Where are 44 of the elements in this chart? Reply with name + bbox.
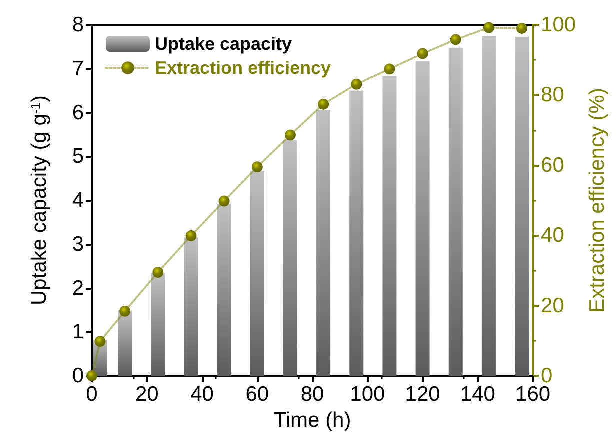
bar bbox=[515, 36, 530, 376]
y-tick-label: 2 bbox=[72, 276, 84, 300]
point bbox=[483, 22, 494, 34]
bar bbox=[482, 36, 496, 376]
y-tick-label: 5 bbox=[72, 145, 84, 168]
y-tick-label: 7 bbox=[72, 57, 84, 80]
y-tick-label: 1 bbox=[72, 320, 84, 344]
y2-tick-label: 100 bbox=[541, 14, 576, 36]
x-tick-label: 80 bbox=[300, 383, 324, 406]
point bbox=[186, 230, 197, 242]
x-tick-label: 120 bbox=[405, 383, 440, 406]
point bbox=[152, 266, 164, 278]
point bbox=[417, 48, 428, 60]
y2-axis-title: Extraction efficiency (%) bbox=[586, 88, 609, 313]
y-tick-label: 6 bbox=[72, 101, 84, 124]
point bbox=[318, 98, 330, 110]
y-tick-label: 3 bbox=[72, 232, 84, 256]
y2-tick-label: 60 bbox=[541, 154, 564, 177]
x-tick-label: 140 bbox=[460, 383, 496, 406]
y-axis-title: Uptake capacity (g g-1) bbox=[28, 96, 51, 306]
y-tick-label: 4 bbox=[72, 189, 84, 212]
y-tick-label: 0 bbox=[72, 364, 84, 388]
point bbox=[450, 34, 462, 46]
x-tick-label: 40 bbox=[190, 383, 214, 406]
point bbox=[94, 336, 106, 348]
y2-tick-label: 80 bbox=[541, 84, 564, 107]
x-axis-title: Time (h) bbox=[274, 409, 352, 432]
point bbox=[218, 196, 230, 207]
x-tick-label: 60 bbox=[246, 383, 270, 406]
y2-tick-label: 40 bbox=[541, 224, 564, 248]
y2-tick-label: 20 bbox=[541, 294, 564, 318]
legend-label: Extraction efficiency bbox=[155, 58, 332, 78]
point bbox=[384, 64, 396, 75]
x-tick-label: 100 bbox=[350, 383, 386, 406]
point bbox=[120, 306, 131, 317]
bar bbox=[448, 48, 463, 376]
y-tick-label: 8 bbox=[72, 14, 84, 36]
point bbox=[516, 23, 528, 34]
point bbox=[284, 130, 296, 141]
legend-label: Uptake capacity bbox=[155, 34, 292, 54]
x-tick-label: 0 bbox=[86, 383, 98, 406]
x-tick-label: 20 bbox=[135, 383, 159, 406]
point bbox=[351, 78, 362, 90]
point bbox=[252, 162, 263, 173]
